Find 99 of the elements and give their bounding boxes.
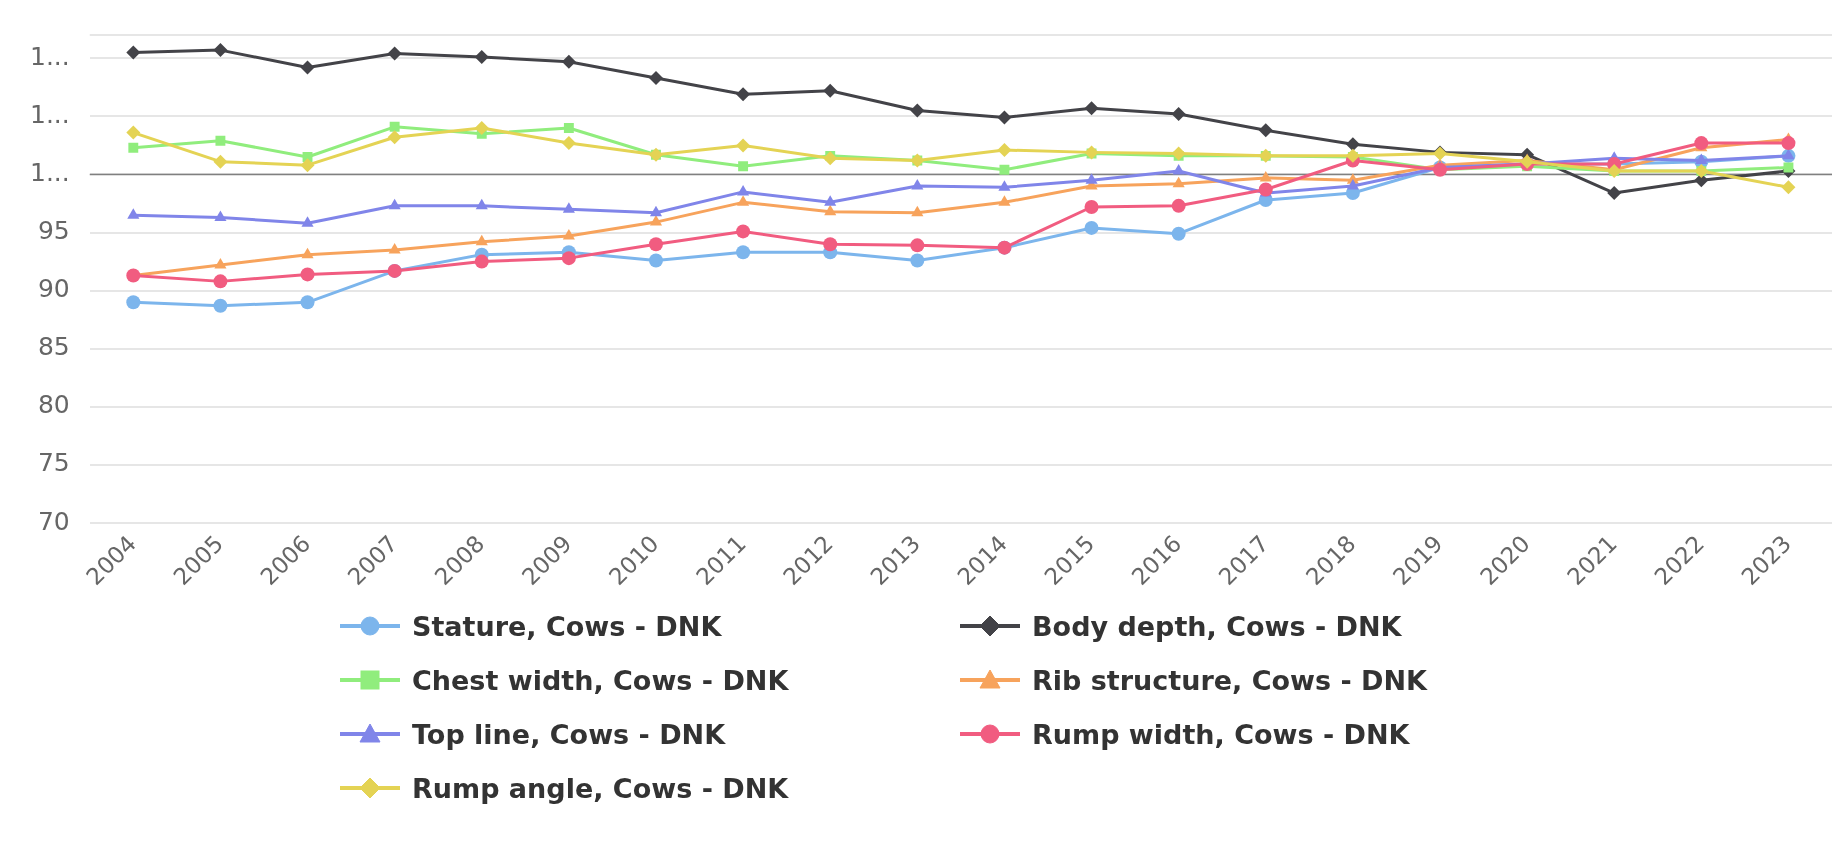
point (128, 142, 139, 153)
point (738, 161, 749, 172)
point (737, 184, 750, 196)
point (300, 295, 315, 310)
point (215, 135, 226, 146)
y-tick-label: 1... (30, 99, 70, 129)
point (562, 229, 575, 240)
point (213, 43, 228, 58)
point (649, 215, 663, 226)
y-tick-label: 80 (37, 390, 70, 420)
point (300, 158, 315, 173)
point (1607, 186, 1622, 201)
point (213, 298, 228, 313)
point (127, 208, 140, 219)
point (736, 224, 751, 239)
point (1781, 136, 1796, 151)
point (563, 123, 574, 133)
point (214, 210, 227, 221)
legend-label: Top line, Cows - DNK (412, 718, 726, 750)
point (998, 195, 1011, 206)
point (389, 121, 400, 132)
point (387, 130, 402, 145)
y-tick-label: 1... (30, 157, 70, 187)
legend-label: Body depth, Cows - DNK (1032, 610, 1402, 642)
legend-label: Rib structure, Cows - DNK (1032, 664, 1428, 696)
point (475, 234, 488, 246)
point (1171, 107, 1186, 122)
point (1258, 182, 1273, 197)
point (561, 54, 576, 69)
legend-label: Chest width, Cows - DNK (412, 664, 789, 696)
point (474, 50, 489, 65)
point (474, 254, 489, 269)
legend-label: Rump width, Cows - DNK (1032, 718, 1410, 750)
y-tick-label: 90 (37, 274, 70, 304)
point (910, 253, 925, 268)
point (1172, 163, 1185, 175)
point (823, 151, 838, 166)
point (823, 237, 838, 252)
point (388, 198, 401, 210)
point (474, 120, 489, 135)
point (823, 83, 838, 98)
point (648, 237, 663, 252)
point (1259, 170, 1272, 182)
point (126, 125, 141, 140)
point (1695, 153, 1708, 165)
point (1171, 146, 1186, 161)
y-tick-label: 95 (37, 216, 70, 246)
point (736, 138, 751, 153)
point (1345, 148, 1360, 163)
point (736, 87, 751, 102)
point (737, 195, 750, 206)
y-tick-label: 1... (30, 41, 70, 71)
point (475, 198, 488, 210)
point (824, 195, 837, 206)
point (126, 295, 141, 310)
y-tick-label: 70 (37, 506, 70, 536)
point (648, 71, 663, 85)
point (126, 45, 141, 60)
point (1258, 123, 1273, 138)
point (999, 164, 1010, 175)
point (1783, 162, 1794, 173)
point (910, 238, 925, 253)
point (1084, 200, 1099, 214)
point (301, 247, 314, 259)
legend-label: Stature, Cows - DNK (412, 610, 722, 642)
point (214, 258, 227, 269)
point (301, 216, 314, 227)
point (1345, 137, 1360, 152)
point (1171, 226, 1186, 241)
point (998, 180, 1011, 191)
point (1172, 176, 1185, 188)
point (1085, 173, 1098, 184)
point (213, 274, 228, 289)
y-tick-label: 85 (37, 332, 70, 362)
point (1084, 101, 1099, 116)
point (388, 242, 401, 254)
point (736, 245, 751, 260)
point (300, 60, 315, 75)
point (911, 205, 924, 217)
legend-label: Rump angle, Cows - DNK (412, 772, 789, 804)
y-tick-label: 75 (37, 448, 70, 478)
point (1781, 180, 1796, 195)
point (213, 154, 228, 169)
point (1084, 220, 1099, 235)
point (1346, 179, 1359, 190)
point (911, 179, 924, 190)
point (561, 136, 576, 151)
point (1171, 198, 1186, 213)
point (649, 205, 663, 217)
point (997, 143, 1012, 158)
point (997, 110, 1012, 125)
point (648, 253, 663, 268)
point (300, 267, 315, 282)
point (910, 103, 925, 118)
point (1694, 136, 1709, 151)
point (824, 204, 837, 216)
point (562, 202, 575, 213)
point (561, 251, 576, 266)
point (387, 46, 402, 61)
